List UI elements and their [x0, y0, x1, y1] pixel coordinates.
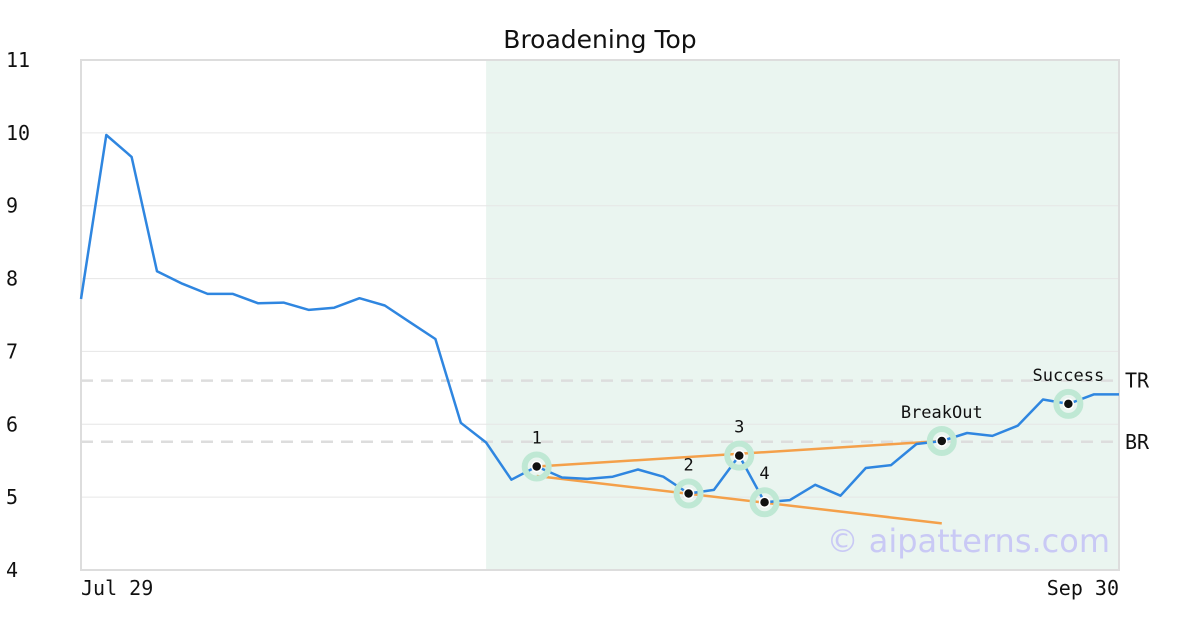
annotation-ring	[749, 487, 780, 518]
chart-title: Broadening Top	[503, 25, 696, 54]
annotation-label: BreakOut	[901, 403, 983, 423]
y-tick-label: 7	[6, 339, 18, 363]
y-tick-label: 4	[6, 558, 18, 582]
annotation-point	[530, 460, 543, 473]
highlight-band	[486, 60, 1119, 570]
y-tick-label: 5	[6, 485, 18, 509]
annotation-label: 2	[683, 456, 693, 476]
annotation-ring	[1053, 388, 1084, 419]
pattern-highlight-band	[486, 60, 1119, 570]
gridlines	[81, 132, 1119, 498]
annotation-point	[936, 435, 948, 447]
annotation-point	[758, 496, 771, 508]
annotation-ring	[521, 451, 552, 482]
y-tick-label: 6	[6, 412, 18, 436]
x-tick-label: Jul 29	[81, 576, 153, 600]
level-label: BR	[1125, 430, 1150, 454]
plot-frame	[80, 59, 1120, 571]
y-tick-label: 9	[6, 194, 18, 218]
annotation-point	[733, 449, 745, 462]
annotation-ring	[673, 478, 704, 509]
annotation-label: 3	[734, 418, 744, 438]
watermark: © aipatterns.com	[827, 522, 1110, 560]
x-axis-tick-labels: Jul 29 Sep 30	[81, 576, 1119, 600]
x-tick-label: Sep 30	[1047, 576, 1119, 600]
annotation-label: 4	[759, 464, 769, 484]
trendline	[536, 474, 942, 525]
annotation-ring	[926, 426, 957, 457]
y-axis-tick-labels: 4 5 6 7 8 9 10 11	[6, 48, 30, 582]
annotation-label: Success	[1033, 366, 1105, 386]
y-tick-label: 8	[6, 267, 18, 291]
annotation-point	[682, 487, 695, 500]
annotation-point	[1062, 398, 1075, 410]
pattern-annotations: 1 2 3 4 BreakOut Success	[521, 366, 1105, 518]
y-tick-label: 11	[6, 48, 30, 72]
y-tick-label: 10	[6, 121, 30, 145]
annotation-label: 1	[532, 429, 542, 449]
annotation-ring	[724, 440, 755, 471]
level-label: TR	[1125, 369, 1150, 393]
